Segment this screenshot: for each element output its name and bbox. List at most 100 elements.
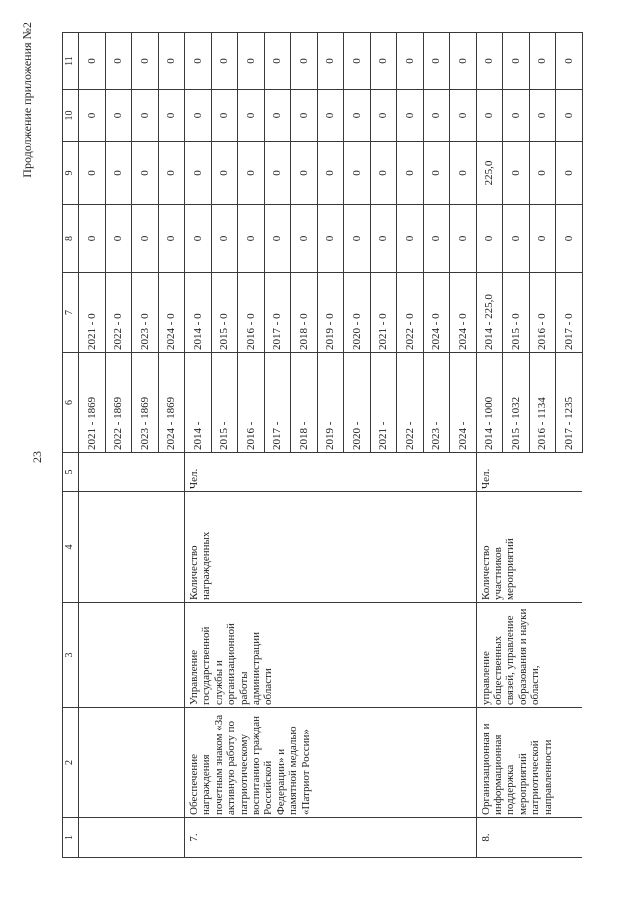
year-funding-cell: 2019 - 0 [317, 272, 344, 353]
empty-merged-cell [78, 602, 185, 708]
table-row: 8. Организационная и информационная подде… [476, 32, 582, 858]
column-number-2: 2 [62, 707, 79, 818]
empty-merged-cell [78, 452, 185, 492]
year-target-cell: 2016 - [237, 352, 264, 453]
year-target-cell: 2016 - 1134 [529, 352, 556, 453]
year-target-cell: 2023 - [423, 352, 450, 453]
funding-col11-cell: 0 [290, 32, 317, 90]
funding-col10-cell: 0 [131, 89, 158, 142]
year-target-cell: 2017 - 1235 [555, 352, 582, 453]
funding-col11-cell: 0 [529, 32, 556, 90]
funding-col10-cell: 0 [555, 89, 582, 142]
funding-col9-cell: 0 [423, 141, 450, 205]
year-target-cell: 2017 - [264, 352, 291, 453]
funding-col11-cell: 0 [317, 32, 344, 90]
funding-col8-cell: 0 [184, 204, 211, 273]
year-funding-cell: 2021 - 0 [78, 272, 105, 353]
year-funding-cell: 2020 - 0 [343, 272, 370, 353]
funding-col9-cell: 0 [105, 141, 132, 205]
funding-col8-cell: 0 [158, 204, 185, 273]
funding-col10-cell: 0 [105, 89, 132, 142]
funding-col10-cell: 0 [449, 89, 476, 142]
funding-col8-cell: 0 [476, 204, 503, 273]
funding-col10-cell: 0 [476, 89, 503, 142]
item-number: 8. [476, 817, 582, 858]
item-indicator: Количество участников мероприятий [476, 491, 582, 603]
funding-col9-cell: 0 [211, 141, 238, 205]
year-target-cell: 2023 - 1869 [131, 352, 158, 453]
funding-col9-cell: 0 [184, 141, 211, 205]
funding-col9-cell: 0 [555, 141, 582, 205]
funding-col11-cell: 0 [370, 32, 397, 90]
funding-col9-cell: 0 [158, 141, 185, 205]
funding-col8-cell: 0 [396, 204, 423, 273]
funding-col11-cell: 0 [449, 32, 476, 90]
year-funding-cell: 2017 - 0 [264, 272, 291, 353]
funding-col11-cell: 0 [476, 32, 503, 90]
funding-col8-cell: 0 [449, 204, 476, 273]
year-funding-cell: 2022 - 0 [105, 272, 132, 353]
year-funding-cell: 2021 - 0 [370, 272, 397, 353]
year-funding-cell: 2016 - 0 [529, 272, 556, 353]
funding-col9-cell: 0 [396, 141, 423, 205]
funding-col11-cell: 0 [131, 32, 158, 90]
year-target-cell: 2021 - [370, 352, 397, 453]
year-funding-cell: 2016 - 0 [237, 272, 264, 353]
column-number-1: 1 [62, 817, 79, 858]
year-target-cell: 2022 - [396, 352, 423, 453]
funding-col10-cell: 0 [184, 89, 211, 142]
header-row: 1 2 3 4 5 6 7 8 9 10 11 [62, 32, 79, 858]
column-number-11: 11 [62, 32, 79, 90]
funding-col10-cell: 0 [423, 89, 450, 142]
funding-col10-cell: 0 [370, 89, 397, 142]
funding-col8-cell: 0 [317, 204, 344, 273]
item-unit: Чел. [184, 452, 476, 492]
empty-merged-cell [78, 491, 185, 603]
item-unit: Чел. [476, 452, 582, 492]
funding-col10-cell: 0 [211, 89, 238, 142]
funding-col9-cell: 0 [370, 141, 397, 205]
year-target-cell: 2014 - 1000 [476, 352, 503, 453]
funding-col11-cell: 0 [555, 32, 582, 90]
funding-col9-cell: 0 [502, 141, 529, 205]
item-number: 7. [184, 817, 476, 858]
year-funding-cell: 2018 - 0 [290, 272, 317, 353]
funding-col9-cell: 0 [290, 141, 317, 205]
column-number-6: 6 [62, 352, 79, 453]
column-number-5: 5 [62, 452, 79, 492]
funding-col11-cell: 0 [105, 32, 132, 90]
funding-col9-cell: 0 [449, 141, 476, 205]
appendix-continuation-note: Продолжение приложения №2 [20, 22, 34, 178]
program-table: 1 2 3 4 5 6 7 8 9 10 11 2021 - 1869 2021 - 0 0 0 0 0 2022… [62, 32, 583, 858]
funding-col10-cell: 0 [502, 89, 529, 142]
funding-col8-cell: 0 [370, 204, 397, 273]
funding-col8-cell: 0 [502, 204, 529, 273]
year-target-cell: 2021 - 1869 [78, 352, 105, 453]
year-target-cell: 2024 - 1869 [158, 352, 185, 453]
column-number-10: 10 [62, 89, 79, 142]
item-indicator: Количество награжденных [184, 491, 476, 603]
year-funding-cell: 2024 - 0 [158, 272, 185, 353]
funding-col10-cell: 0 [264, 89, 291, 142]
year-funding-cell: 2022 - 0 [396, 272, 423, 353]
page-number: 23 [30, 451, 44, 463]
funding-col10-cell: 0 [396, 89, 423, 142]
year-funding-cell: 2014 - 0 [184, 272, 211, 353]
item-executor: Управление государственной службы и орга… [184, 602, 476, 708]
funding-col8-cell: 0 [423, 204, 450, 273]
funding-col8-cell: 0 [290, 204, 317, 273]
funding-col9-cell: 225,0 [476, 141, 503, 205]
funding-col11-cell: 0 [78, 32, 105, 90]
funding-col10-cell: 0 [158, 89, 185, 142]
year-funding-cell: 2015 - 0 [502, 272, 529, 353]
column-number-3: 3 [62, 602, 79, 708]
year-funding-cell: 2023 - 0 [131, 272, 158, 353]
funding-col11-cell: 0 [343, 32, 370, 90]
funding-col8-cell: 0 [237, 204, 264, 273]
empty-merged-cell [78, 817, 185, 858]
year-funding-cell: 2015 - 0 [211, 272, 238, 353]
funding-col9-cell: 0 [131, 141, 158, 205]
column-number-4: 4 [62, 491, 79, 603]
